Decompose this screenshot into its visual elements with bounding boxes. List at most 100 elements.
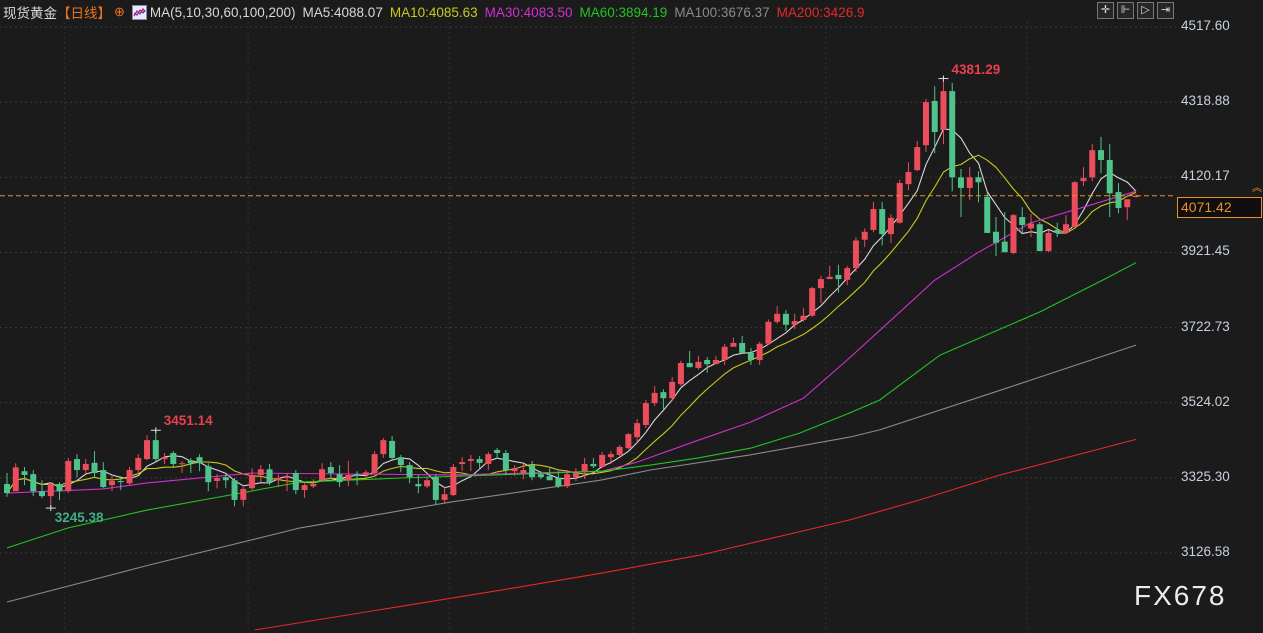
candle	[424, 477, 431, 489]
candle-body	[161, 457, 168, 460]
candle	[651, 386, 658, 407]
candle	[327, 462, 334, 478]
candle	[1045, 229, 1052, 253]
candle	[222, 473, 229, 489]
candle	[362, 470, 369, 478]
candle	[572, 468, 579, 481]
candle-body	[721, 346, 728, 360]
crosshair-icon[interactable]: ✛	[1097, 2, 1114, 19]
candle-body	[47, 484, 54, 497]
candle	[940, 78, 947, 145]
candle-body	[992, 231, 999, 243]
candle-body	[905, 172, 912, 185]
indicator-chart-icon[interactable]	[131, 4, 147, 20]
axis-tick-label: 3524.02	[1181, 393, 1230, 409]
candle-body	[109, 480, 116, 486]
low-price-label: 3245.38	[54, 510, 104, 526]
candle-body	[424, 480, 431, 487]
candle-body	[117, 480, 124, 483]
candle-body	[590, 463, 597, 467]
candle-body	[1089, 150, 1096, 178]
candle	[459, 457, 466, 472]
candle	[301, 483, 308, 499]
candle	[1036, 221, 1043, 252]
candle-body	[1106, 159, 1113, 194]
candle-body	[511, 468, 518, 472]
candle	[905, 162, 912, 191]
candle-body	[354, 474, 361, 477]
candle-body	[441, 494, 448, 500]
candle	[966, 167, 973, 201]
grid	[0, 22, 1176, 633]
candle	[774, 305, 781, 324]
candle-body	[336, 474, 343, 483]
exit-icon[interactable]: ⇥	[1157, 2, 1174, 19]
candle-body	[1080, 178, 1087, 182]
candle-body	[432, 477, 439, 500]
range-icon[interactable]: ⊩	[1117, 2, 1134, 19]
candle-body	[660, 392, 667, 399]
candle	[747, 347, 754, 365]
candle	[835, 264, 842, 293]
candle	[590, 457, 597, 469]
candle	[1010, 214, 1017, 255]
candle	[695, 355, 702, 370]
candle-body	[537, 474, 544, 478]
candle-body	[730, 342, 737, 347]
ma10-line	[6, 154, 1137, 494]
candle	[739, 335, 746, 354]
candle	[1115, 183, 1122, 214]
candle	[275, 474, 282, 488]
candle	[135, 454, 142, 474]
candle-body	[607, 454, 614, 458]
candle	[1089, 144, 1096, 182]
candle	[800, 307, 807, 322]
axis-tick-label: 3921.45	[1181, 243, 1230, 259]
candle-body	[940, 91, 947, 131]
period-selector[interactable]: 【日线】	[57, 6, 111, 21]
candle-body	[450, 467, 457, 495]
candle-body	[196, 457, 203, 464]
candle-body	[249, 474, 256, 489]
candle-body	[555, 477, 562, 487]
candle-body	[301, 485, 308, 491]
candle	[82, 459, 89, 474]
candle	[809, 286, 816, 317]
ma-params[interactable]: MA(5,10,30,60,100,200)	[149, 4, 296, 20]
candle-body	[152, 440, 159, 460]
candle-body	[485, 454, 492, 464]
candle-body	[494, 449, 501, 454]
candle-body	[1098, 150, 1104, 160]
candle	[432, 474, 439, 505]
candle-body	[345, 474, 352, 481]
candle	[1001, 212, 1008, 253]
candle	[214, 474, 221, 489]
candle	[870, 201, 877, 233]
candles	[4, 78, 1140, 509]
candle	[336, 465, 343, 488]
ma5-line	[6, 128, 1137, 494]
candle	[240, 487, 247, 507]
candle	[712, 355, 719, 365]
candle-body	[12, 467, 19, 492]
add-indicator-icon[interactable]: ⊕	[114, 4, 125, 19]
candle-body	[914, 147, 921, 171]
candle	[887, 214, 894, 244]
candle	[686, 350, 693, 368]
candle-body	[546, 476, 553, 481]
candle-body	[275, 477, 282, 481]
candle	[756, 341, 763, 365]
candle	[144, 435, 151, 461]
candle	[1054, 222, 1061, 238]
candle-body	[170, 453, 177, 464]
candle-body	[616, 446, 623, 455]
candle-body	[599, 454, 606, 468]
candle	[21, 467, 28, 486]
play-icon[interactable]: ▷	[1137, 2, 1154, 19]
candle	[100, 462, 107, 489]
candle-body	[74, 459, 81, 471]
candle-body	[1054, 229, 1061, 233]
scroll-to-latest-icon[interactable]: ︽	[1252, 183, 1262, 194]
candle-body	[765, 321, 772, 344]
